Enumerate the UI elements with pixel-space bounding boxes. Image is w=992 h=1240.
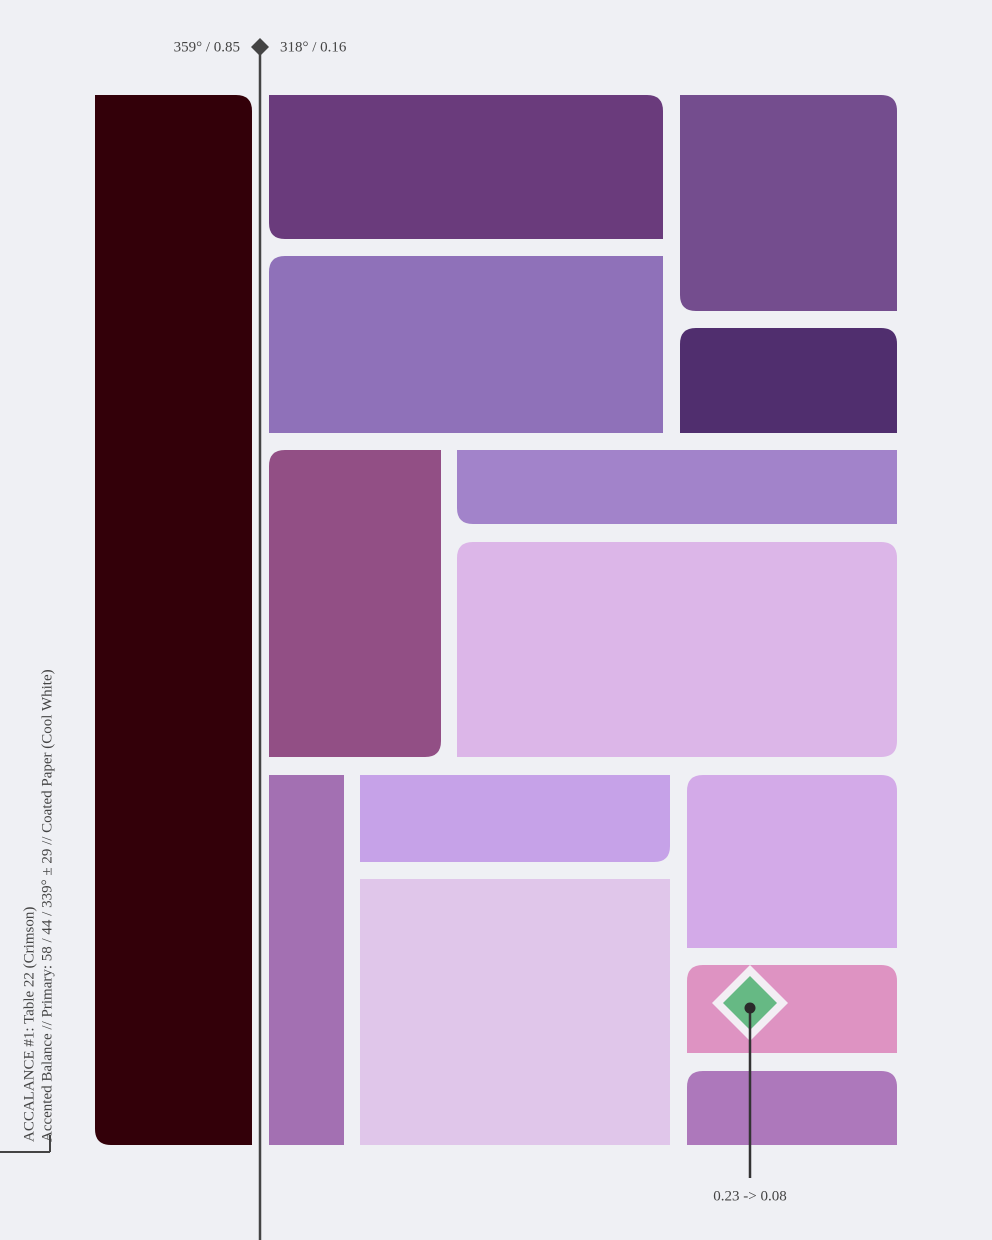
right-reading: 318° / 0.16	[280, 39, 347, 55]
caption-title: ACCALANCE #1: Table 22 (Crimson)	[21, 907, 37, 1142]
color-block	[95, 95, 252, 1145]
color-block	[687, 775, 897, 948]
color-block	[457, 542, 897, 757]
color-block	[269, 775, 344, 1145]
color-block	[360, 879, 670, 1145]
axis-diamond	[251, 38, 269, 56]
color-block	[360, 775, 670, 862]
color-block	[687, 1071, 897, 1145]
block-grid	[95, 95, 897, 1145]
marker-label: 0.23 -> 0.08	[713, 1188, 786, 1204]
color-block	[680, 95, 897, 311]
caption-subtitle: Accented Balance // Primary: 58 / 44 / 3…	[39, 669, 55, 1142]
color-block	[269, 95, 663, 239]
left-reading: 359° / 0.85	[174, 39, 240, 55]
color-block	[269, 450, 441, 757]
color-block	[457, 450, 897, 524]
color-block	[680, 328, 897, 433]
marker-dot	[744, 1002, 756, 1014]
color-block	[269, 256, 663, 433]
